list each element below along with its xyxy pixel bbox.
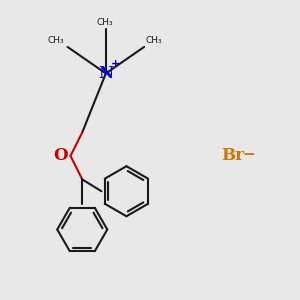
Text: CH₃: CH₃	[96, 18, 113, 27]
Text: CH₃: CH₃	[48, 37, 64, 46]
Text: O: O	[53, 147, 68, 164]
Text: +: +	[111, 59, 120, 69]
Text: N: N	[98, 65, 113, 82]
Text: −: −	[242, 147, 255, 162]
Text: CH₃: CH₃	[146, 37, 162, 46]
Text: Br: Br	[221, 147, 244, 164]
